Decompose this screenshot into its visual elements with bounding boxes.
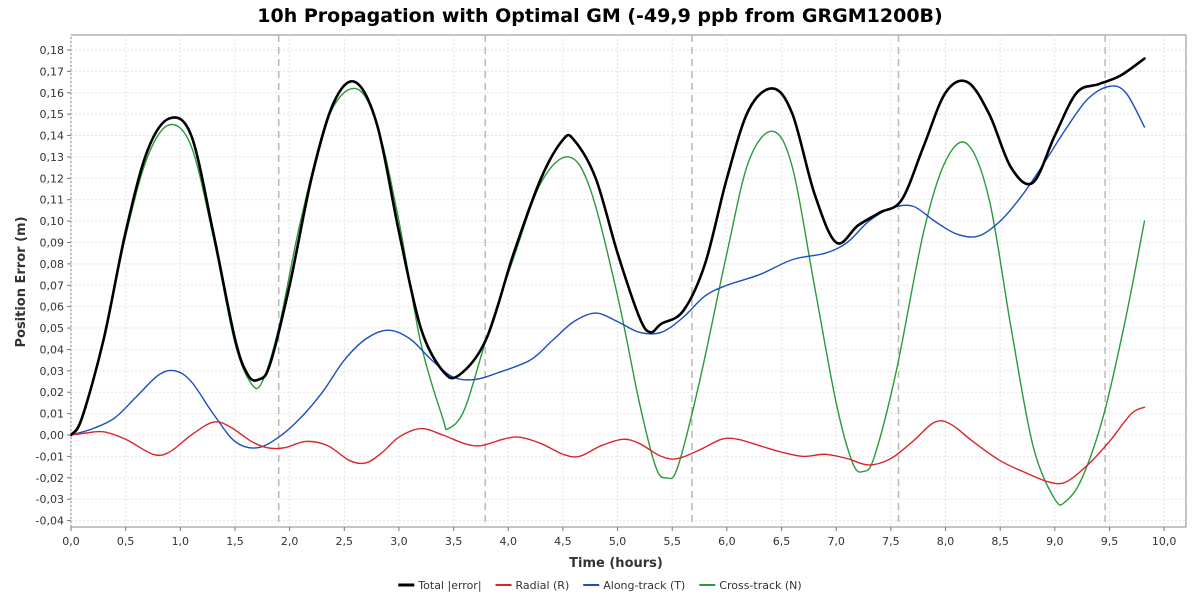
y-tick-label: -0,03 (36, 493, 64, 506)
x-tick-label: 4,5 (554, 535, 572, 548)
x-axis-label: Time (hours) (569, 556, 663, 571)
y-tick-label: 0,12 (40, 172, 65, 185)
series-line-cross-track-n (70, 87, 1146, 506)
series-layer (69, 57, 1146, 506)
x-tick-label: 2,5 (336, 535, 354, 548)
x-tick-label: 8,5 (991, 535, 1009, 548)
y-tick-label: -0,01 (36, 450, 64, 463)
x-tick-label: 1,5 (226, 535, 244, 548)
y-tick-label: 0,05 (40, 322, 65, 335)
y-tick-label: 0,18 (40, 44, 65, 57)
y-axis-ticks: -0,04 -0,03 -0,02 -0,01 0,00 0,01 0,02 0,03 0,04… (36, 44, 71, 528)
x-tick-label: 10,0 (1152, 535, 1177, 548)
vertical-markers (277, 35, 1106, 527)
plot-area (70, 34, 1187, 528)
x-tick-label: 0,5 (117, 535, 135, 548)
x-tick-label: 6,5 (773, 535, 791, 548)
x-tick-label: 7,5 (882, 535, 900, 548)
y-tick-label: 0,14 (40, 130, 65, 143)
series-line-radial-r (70, 406, 1146, 485)
y-tick-label: 0,03 (40, 365, 65, 378)
y-tick-label: -0,02 (36, 472, 64, 485)
y-tick-label: 0,10 (40, 215, 65, 228)
x-tick-label: 3,5 (445, 535, 463, 548)
y-tick-label: 0,06 (40, 301, 65, 314)
chart-title: 10h Propagation with Optimal GM (-49,9 p… (257, 5, 942, 27)
y-tick-label: 0,15 (40, 108, 65, 121)
y-tick-label: -0,04 (36, 515, 64, 528)
legend-label-along-track-t: Along-track (T) (603, 579, 685, 592)
y-tick-label: 0,16 (40, 87, 65, 100)
x-tick-label: 0,0 (62, 535, 80, 548)
y-tick-label: 0,04 (40, 343, 65, 356)
x-tick-label: 9,5 (1101, 535, 1119, 548)
y-tick-label: 0,07 (40, 279, 65, 292)
legend: Total |error| Radial (R) Along-track (T) Cr… (398, 579, 802, 592)
series-line-along-track-t (70, 85, 1146, 449)
x-tick-label: 2,0 (281, 535, 299, 548)
x-tick-label: 4,0 (500, 535, 518, 548)
y-tick-label: 0,01 (40, 408, 65, 421)
legend-label-total-error: Total |error| (417, 579, 481, 592)
legend-label-cross-track-n: Cross-track (N) (719, 579, 801, 592)
series-line-total-error (69, 57, 1146, 437)
x-tick-label: 6,0 (718, 535, 736, 548)
y-tick-label: 0,08 (40, 258, 65, 271)
y-axis-label: Position Error (m) (14, 216, 29, 347)
x-tick-label: 7,0 (827, 535, 845, 548)
y-tick-label: 0,00 (40, 429, 65, 442)
x-tick-label: 9,0 (1046, 535, 1064, 548)
y-tick-label: 0,11 (40, 194, 65, 207)
x-tick-label: 3,0 (390, 535, 408, 548)
x-tick-label: 5,5 (663, 535, 681, 548)
y-tick-label: 0,13 (40, 151, 65, 164)
legend-label-radial-r: Radial (R) (516, 579, 570, 592)
y-tick-label: 0,09 (40, 236, 65, 249)
x-axis-ticks: 0,0 0,5 1,0 1,5 2,0 2,5 3,0 3,5 4,0 4,5 5,0 5,5 6,0 6… (62, 527, 1176, 548)
x-tick-label: 5,0 (609, 535, 627, 548)
y-tick-label: 0,17 (40, 65, 65, 78)
x-tick-label: 1,0 (172, 535, 190, 548)
y-tick-label: 0,02 (40, 386, 65, 399)
x-tick-label: 8,0 (937, 535, 955, 548)
